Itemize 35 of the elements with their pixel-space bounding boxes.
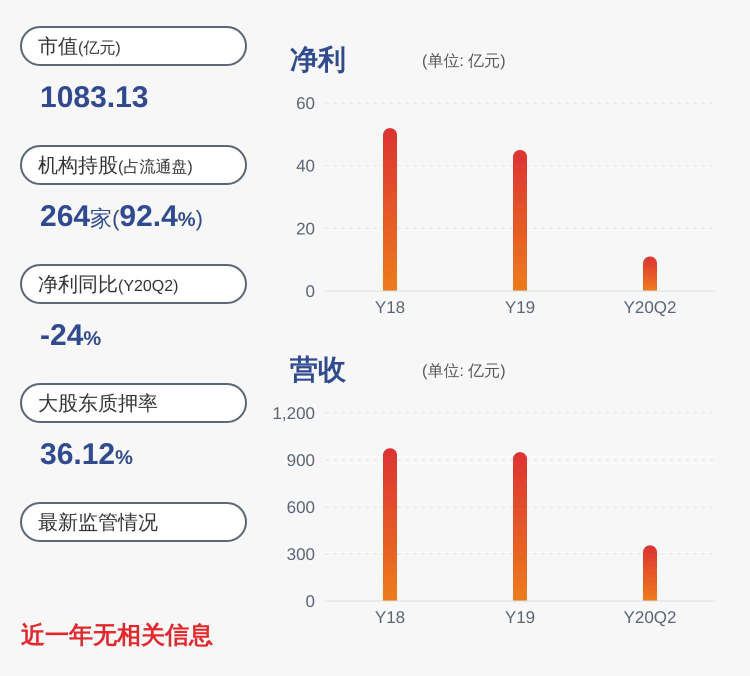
bar [643, 256, 657, 291]
text: 最新监管情况 [38, 512, 158, 534]
chart-title: 营收 [289, 354, 347, 385]
x-tick-label: Y20Q2 [624, 608, 676, 627]
text: 264家(92.4%) [40, 200, 203, 233]
text: -24% [40, 319, 102, 352]
x-tick-label: Y20Q2 [624, 298, 676, 317]
text: 大股东质押率 [38, 393, 158, 415]
y-tick-label: 0 [306, 282, 315, 301]
y-tick-label: 600 [286, 498, 315, 517]
text: 近一年无相关信息 [21, 622, 213, 649]
y-tick-label: 900 [286, 450, 315, 470]
bar [643, 545, 657, 601]
x-tick-label: Y18 [374, 608, 406, 627]
y-tick-label: 0 [306, 592, 315, 611]
bar [383, 448, 397, 601]
text: 1083.13 [40, 81, 148, 114]
bar [383, 128, 397, 291]
y-tick-label: 40 [296, 156, 315, 176]
text: 36.12% [40, 438, 134, 471]
y-tick-label: 20 [296, 219, 315, 238]
chart-title: 净利 [290, 44, 346, 75]
y-tick-label: 300 [286, 544, 315, 564]
text: 市值(亿元) [38, 36, 121, 58]
y-tick-label: 1,200 [272, 404, 315, 423]
x-tick-label: Y19 [504, 298, 536, 317]
chart-subtitle: (单位: 亿元) [422, 52, 506, 70]
chart-subtitle: (单位: 亿元) [422, 362, 506, 380]
bar [513, 150, 527, 291]
text: 机构持股(占流通盘) [38, 155, 193, 177]
bar [513, 452, 527, 601]
text: 净利同比(Y20Q2) [38, 274, 178, 296]
y-tick-label: 60 [296, 94, 315, 113]
x-tick-label: Y19 [504, 608, 536, 627]
x-tick-label: Y18 [374, 298, 406, 317]
